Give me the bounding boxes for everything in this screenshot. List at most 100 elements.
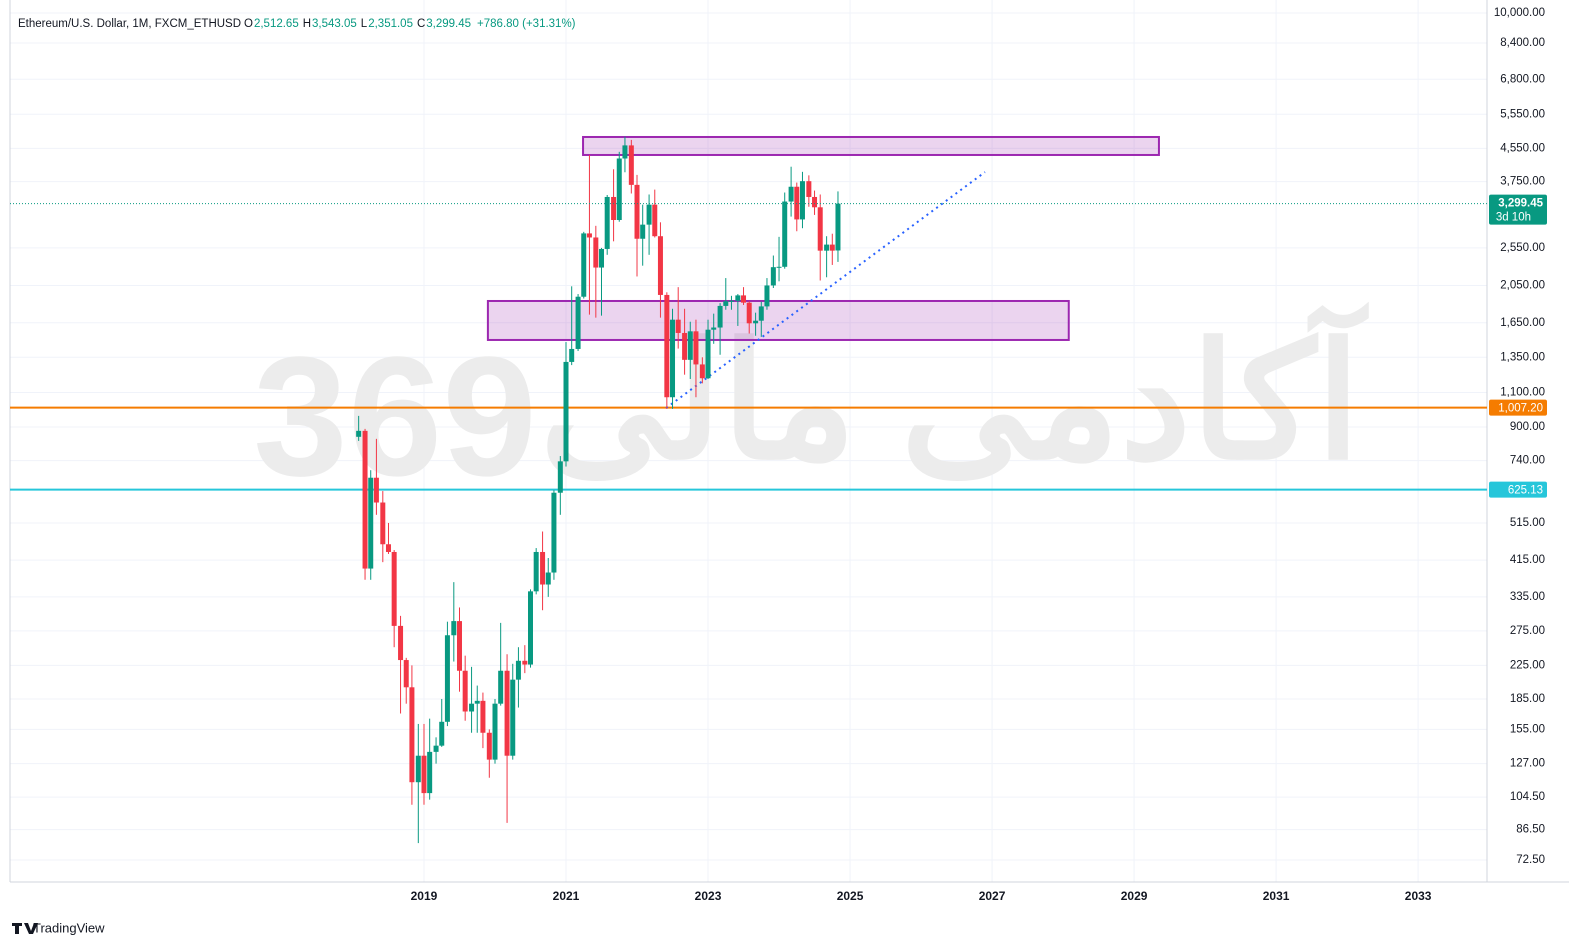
candle-body — [551, 492, 557, 573]
ohlc-key: H — [303, 18, 311, 30]
x-tick-label: 2025 — [837, 889, 864, 903]
price-label: 625.13 — [1508, 485, 1543, 497]
candle — [398, 615, 404, 714]
x-tick-label: 2029 — [1121, 889, 1148, 903]
y-tick-label: 127.00 — [1510, 758, 1545, 770]
candle — [391, 550, 397, 648]
candle — [634, 174, 640, 277]
candle — [444, 621, 450, 727]
brand: TradingView — [33, 920, 105, 935]
candle-body — [728, 300, 734, 302]
candle — [528, 589, 534, 668]
x-tick-label: 2031 — [1263, 889, 1290, 903]
y-tick-label: 6,800.00 — [1500, 73, 1545, 85]
candle — [616, 151, 622, 222]
candle — [498, 622, 504, 706]
candle — [806, 175, 812, 207]
candle-body — [599, 248, 605, 268]
candle-body — [469, 703, 475, 712]
chart-title: Ethereum/U.S. Dollar, 1M, FXCM_ETHUSD — [18, 18, 241, 30]
y-tick-label: 740.00 — [1510, 455, 1545, 467]
candle — [480, 692, 486, 749]
candle — [563, 342, 569, 467]
y-tick-label: 1,100.00 — [1500, 387, 1545, 399]
candle-body — [835, 203, 841, 251]
candle-body — [380, 502, 386, 545]
candle — [604, 194, 610, 255]
candle — [522, 645, 528, 674]
candle — [586, 154, 592, 315]
candle-body — [373, 477, 379, 503]
candle-body — [403, 660, 409, 688]
candle-body — [474, 700, 480, 704]
candle-body — [657, 236, 663, 295]
candle-body — [391, 551, 397, 626]
candle-body — [575, 296, 581, 349]
candle-body — [515, 660, 521, 680]
candle-body — [409, 687, 415, 783]
candle-body — [646, 204, 652, 225]
y-tick-label: 515.00 — [1510, 517, 1545, 529]
candle-body — [557, 461, 563, 493]
candle-body — [782, 201, 788, 267]
candle-body — [675, 319, 681, 333]
candle-body — [687, 331, 693, 360]
candle — [687, 321, 693, 379]
candle — [753, 312, 759, 336]
candle — [812, 190, 818, 215]
candle-body — [498, 670, 504, 704]
candle-body — [540, 551, 546, 585]
candle-body — [604, 196, 610, 249]
candle — [427, 718, 433, 800]
candle — [409, 665, 415, 805]
y-tick-label: 155.00 — [1510, 723, 1545, 735]
candle-body — [817, 207, 823, 251]
y-tick-label: 225.00 — [1510, 659, 1545, 671]
candle — [622, 136, 628, 173]
candle — [664, 292, 670, 409]
candle — [415, 723, 421, 844]
ohlc-key: O — [244, 18, 253, 30]
candle — [829, 233, 835, 265]
candle — [569, 286, 575, 366]
candle — [682, 308, 688, 375]
candle-body — [746, 302, 752, 324]
y-tick-label: 185.00 — [1510, 693, 1545, 705]
candle — [770, 255, 776, 288]
candle-body — [545, 572, 551, 585]
candle — [469, 666, 475, 733]
y-tick-label: 1,350.00 — [1500, 351, 1545, 363]
candle — [504, 654, 510, 823]
candle-body — [611, 196, 617, 220]
candle — [794, 182, 800, 232]
y-tick-label: 415.00 — [1510, 554, 1545, 566]
y-tick-label: 335.00 — [1510, 591, 1545, 603]
y-tick-label: 8,400.00 — [1500, 37, 1545, 49]
candle-body — [717, 305, 723, 328]
candle-body — [806, 181, 812, 197]
candle — [362, 428, 368, 580]
candle — [551, 490, 557, 580]
y-tick-label: 275.00 — [1510, 625, 1545, 637]
candle-body — [753, 320, 759, 324]
candle — [581, 231, 587, 299]
candle-body — [622, 145, 628, 159]
candle — [657, 222, 663, 318]
candle — [515, 647, 521, 708]
candle — [474, 685, 480, 733]
ohlc-value: 2,512.65 — [254, 18, 299, 30]
candle — [356, 415, 362, 441]
zone — [486, 299, 1070, 341]
candle — [652, 189, 658, 238]
grid — [10, 0, 1487, 882]
candle-body — [398, 625, 404, 661]
candle-body — [824, 244, 830, 251]
candle-body — [486, 732, 492, 760]
change: +786.80 (+31.31%) — [477, 18, 576, 30]
candle-body — [593, 237, 599, 268]
x-tick-label: 2021 — [553, 889, 580, 903]
candle — [373, 438, 379, 515]
zone — [582, 135, 1160, 156]
candle — [368, 470, 374, 580]
